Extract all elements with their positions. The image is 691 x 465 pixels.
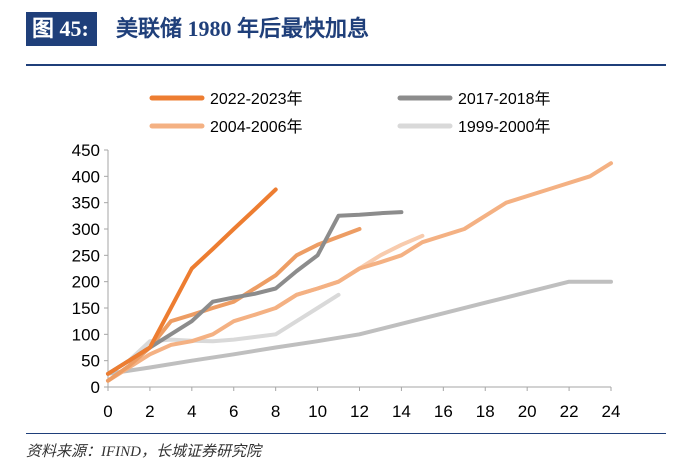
x-tick-label: 12 bbox=[350, 402, 369, 421]
x-tick-label: 20 bbox=[518, 402, 537, 421]
x-tick-label: 4 bbox=[187, 402, 196, 421]
series-line-0 bbox=[106, 187, 278, 376]
source-note: 资料来源：IFIND，长城证券研究院 bbox=[26, 444, 261, 460]
chart-title: 美联储 1980 年后最快加息 bbox=[116, 16, 370, 41]
x-tick-label: 8 bbox=[271, 402, 280, 421]
x-tick-label: 24 bbox=[602, 402, 621, 421]
y-tick-label: 300 bbox=[72, 220, 100, 239]
legend-label-0: 2022-2023年 bbox=[210, 90, 303, 108]
x-tick-label: 22 bbox=[560, 402, 579, 421]
figure-label: 图 45: bbox=[26, 12, 97, 46]
y-tick-label: 100 bbox=[72, 325, 100, 344]
legend-label-1: 2017-2018年 bbox=[458, 90, 551, 108]
x-tick-label: 18 bbox=[476, 402, 495, 421]
series-lines bbox=[106, 161, 613, 383]
y-tick-label: 200 bbox=[72, 273, 100, 292]
legend-label-3: 1999-2000年 bbox=[458, 118, 551, 136]
y-tick-label: 450 bbox=[72, 141, 100, 160]
figure-header: 图 45: 美联储 1980 年后最快加息 bbox=[26, 12, 666, 46]
y-tick-label: 0 bbox=[91, 378, 100, 397]
series-line-3 bbox=[106, 292, 341, 376]
x-tick-label: 2 bbox=[145, 402, 154, 421]
series-line-5 bbox=[106, 279, 613, 376]
y-tick-label: 150 bbox=[72, 299, 100, 318]
x-tick-label: 0 bbox=[103, 402, 112, 421]
y-tick-label: 400 bbox=[72, 167, 100, 186]
x-tick-label: 6 bbox=[229, 402, 238, 421]
series-line-2 bbox=[106, 161, 613, 383]
legend: 2022-2023年 2017-2018年 2004-2006年 1999-2000年 bbox=[149, 90, 551, 136]
x-tick-label: 16 bbox=[434, 402, 453, 421]
y-tick-label: 50 bbox=[81, 352, 100, 371]
series-line-1 bbox=[106, 210, 404, 376]
x-tick-label: 10 bbox=[308, 402, 327, 421]
y-tick-label: 350 bbox=[72, 194, 100, 213]
header-rule bbox=[26, 64, 666, 66]
legend-label-2: 2004-2006年 bbox=[210, 118, 303, 136]
y-tick-label: 250 bbox=[72, 246, 100, 265]
x-tick-label: 14 bbox=[392, 402, 411, 421]
footer-rule bbox=[26, 433, 666, 434]
